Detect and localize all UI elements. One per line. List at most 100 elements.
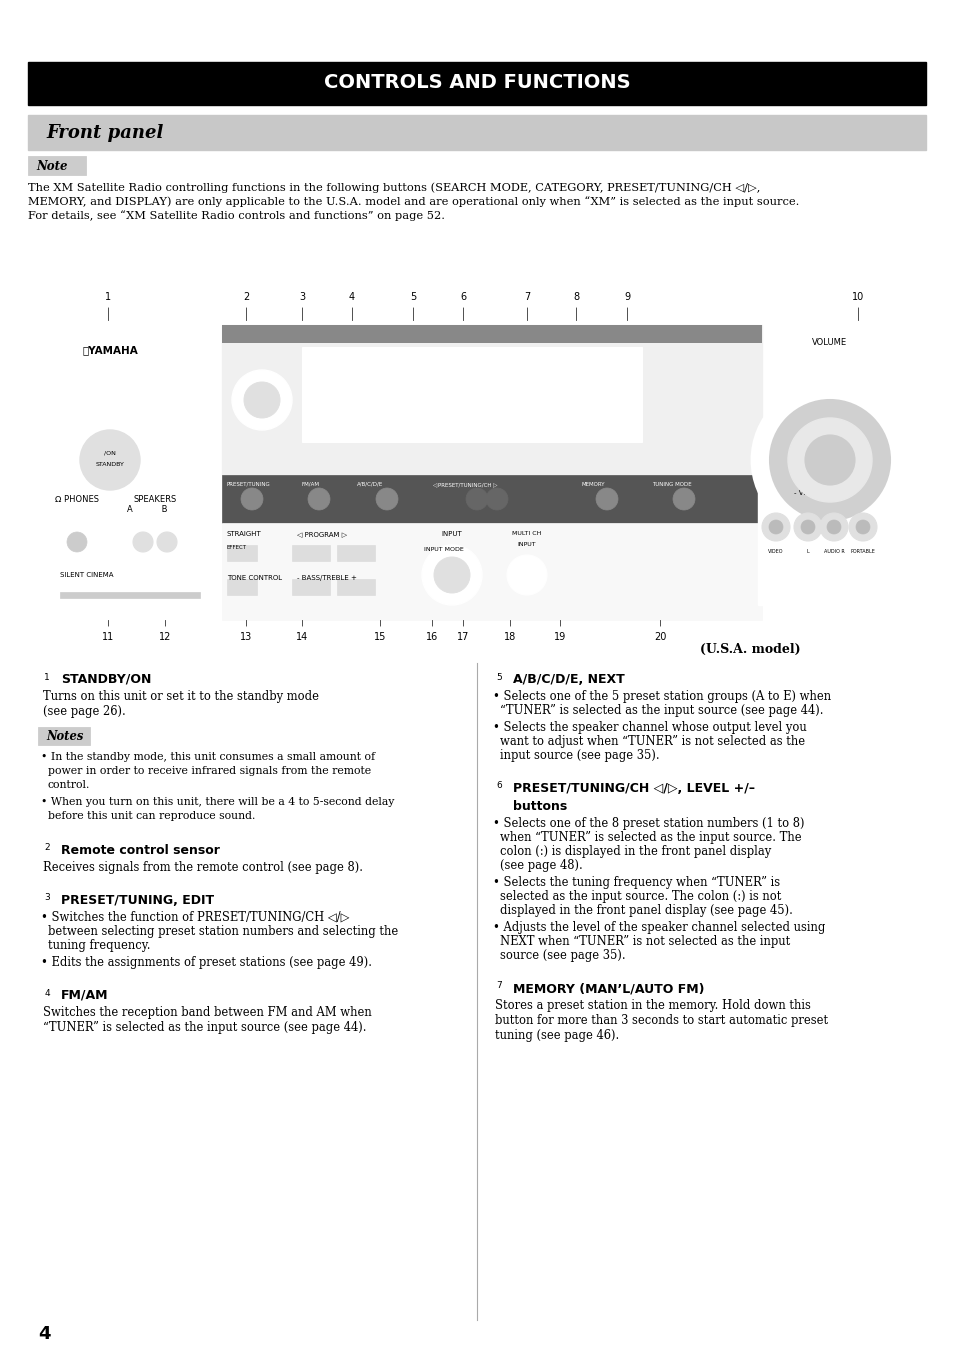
Text: • Edits the assignments of preset stations (see page 49).: • Edits the assignments of preset statio… [41, 956, 372, 969]
Circle shape [617, 287, 637, 307]
Bar [302, 346, 641, 442]
Circle shape [434, 557, 470, 593]
Text: PORTABLE: PORTABLE [850, 549, 875, 554]
Text: ◁ PRESET/TUNING/CH ▷: ◁ PRESET/TUNING/CH ▷ [432, 483, 497, 487]
Text: 4: 4 [38, 1325, 51, 1343]
Text: Front panel: Front panel [46, 124, 163, 142]
Circle shape [38, 984, 56, 1002]
Text: A           B: A B [127, 506, 167, 514]
Text: • Switches the function of PRESET/TUNING/CH ◁/▷: • Switches the function of PRESET/TUNING… [41, 911, 349, 923]
Text: Stores a preset station in the memory. Hold down this: Stores a preset station in the memory. H… [495, 999, 810, 1012]
Bar [222, 325, 761, 342]
Text: AUDIO R: AUDIO R [822, 549, 843, 554]
Text: • Selects the tuning frequency when “TUNER” is: • Selects the tuning frequency when “TUN… [493, 876, 780, 888]
Text: 6: 6 [496, 782, 501, 790]
Text: MEMORY, and DISPLAY) are only applicable to the U.S.A. model and are operational: MEMORY, and DISPLAY) are only applicable… [28, 195, 799, 206]
Text: Switches the reception band between FM and AM when: Switches the reception band between FM a… [43, 1006, 372, 1019]
Circle shape [68, 418, 152, 501]
Circle shape [241, 488, 263, 510]
Circle shape [292, 627, 312, 647]
Circle shape [154, 627, 174, 647]
Circle shape [235, 287, 255, 307]
Text: - BASS/TREBLE +: - BASS/TREBLE + [296, 576, 356, 581]
Text: (U.S.A. model): (U.S.A. model) [700, 643, 800, 656]
Text: CONTROLS AND FUNCTIONS: CONTROLS AND FUNCTIONS [323, 74, 630, 93]
Text: 3: 3 [298, 293, 305, 302]
Bar [38, 727, 90, 745]
Circle shape [485, 488, 507, 510]
Text: L: L [806, 549, 808, 554]
Text: STANDBY: STANDBY [95, 461, 124, 466]
Text: tuning frequency.: tuning frequency. [48, 940, 151, 952]
Text: TUNING MODE: TUNING MODE [651, 483, 691, 487]
Circle shape [341, 287, 361, 307]
Text: • Selects the speaker channel whose output level you: • Selects the speaker channel whose outp… [493, 721, 806, 735]
Bar [60, 592, 200, 599]
Text: Turns on this unit or set it to the standby mode: Turns on this unit or set it to the stan… [43, 690, 318, 704]
Text: ⓈYAMAHA: ⓈYAMAHA [83, 345, 138, 355]
Text: button for more than 3 seconds to start automatic preset: button for more than 3 seconds to start … [495, 1014, 827, 1027]
Text: INPUT MODE: INPUT MODE [423, 547, 463, 551]
Text: MEMORY (MAN’L/AUTO FM): MEMORY (MAN’L/AUTO FM) [513, 981, 703, 995]
Circle shape [847, 287, 867, 307]
Text: /ON: /ON [104, 450, 116, 456]
Circle shape [421, 627, 441, 647]
Text: 4: 4 [44, 988, 50, 998]
Text: INPUT: INPUT [441, 531, 462, 537]
Circle shape [98, 287, 118, 307]
Circle shape [672, 488, 695, 510]
Circle shape [38, 669, 56, 686]
Text: VOLUME: VOLUME [812, 338, 846, 346]
Text: 2: 2 [44, 844, 50, 852]
Text: 18: 18 [503, 632, 516, 642]
Text: 2: 2 [243, 293, 249, 302]
Text: • Selects one of the 5 preset station groups (A to E) when: • Selects one of the 5 preset station gr… [493, 690, 830, 704]
Circle shape [793, 514, 821, 541]
Bar [227, 545, 256, 561]
Text: 16: 16 [425, 632, 437, 642]
Text: 5: 5 [496, 673, 501, 682]
Text: (see page 48).: (see page 48). [499, 859, 582, 872]
Text: Ω PHONES: Ω PHONES [55, 495, 99, 504]
Text: TONE CONTROL: TONE CONTROL [227, 576, 282, 581]
Text: 19: 19 [554, 632, 565, 642]
Circle shape [157, 532, 177, 551]
Circle shape [596, 488, 618, 510]
Circle shape [375, 488, 397, 510]
Circle shape [848, 514, 876, 541]
Circle shape [235, 627, 255, 647]
Text: 13: 13 [239, 632, 252, 642]
Text: “TUNER” is selected as the input source (see page 44).: “TUNER” is selected as the input source … [43, 1020, 366, 1034]
Bar [28, 62, 925, 105]
Text: 5: 5 [410, 293, 416, 302]
Circle shape [565, 287, 585, 307]
Text: SPEAKERS: SPEAKERS [133, 495, 176, 504]
Text: The XM Satellite Radio controlling functions in the following buttons (SEARCH MO: The XM Satellite Radio controlling funct… [28, 182, 760, 193]
Circle shape [292, 287, 312, 307]
Text: 20: 20 [653, 632, 665, 642]
Bar [222, 523, 761, 620]
Circle shape [421, 545, 481, 605]
Circle shape [506, 555, 546, 594]
Bar [758, 483, 877, 605]
Text: • In the standby mode, this unit consumes a small amount of: • In the standby mode, this unit consume… [41, 752, 375, 762]
Circle shape [490, 977, 507, 995]
Text: Remote control sensor: Remote control sensor [61, 844, 219, 857]
Text: FM/AM: FM/AM [61, 989, 109, 1002]
Circle shape [826, 520, 841, 534]
Text: MEMORY: MEMORY [581, 483, 605, 487]
Circle shape [804, 435, 854, 485]
Bar [336, 580, 375, 594]
Bar [292, 545, 330, 561]
Text: 14: 14 [295, 632, 308, 642]
Circle shape [751, 381, 907, 538]
Circle shape [38, 888, 56, 907]
Text: source (see page 35).: source (see page 35). [499, 949, 625, 962]
Bar [227, 580, 256, 594]
Circle shape [55, 520, 99, 563]
Circle shape [787, 418, 871, 501]
Circle shape [490, 776, 507, 795]
Text: (see page 26).: (see page 26). [43, 705, 126, 718]
Circle shape [80, 430, 140, 491]
Text: 12: 12 [158, 632, 171, 642]
